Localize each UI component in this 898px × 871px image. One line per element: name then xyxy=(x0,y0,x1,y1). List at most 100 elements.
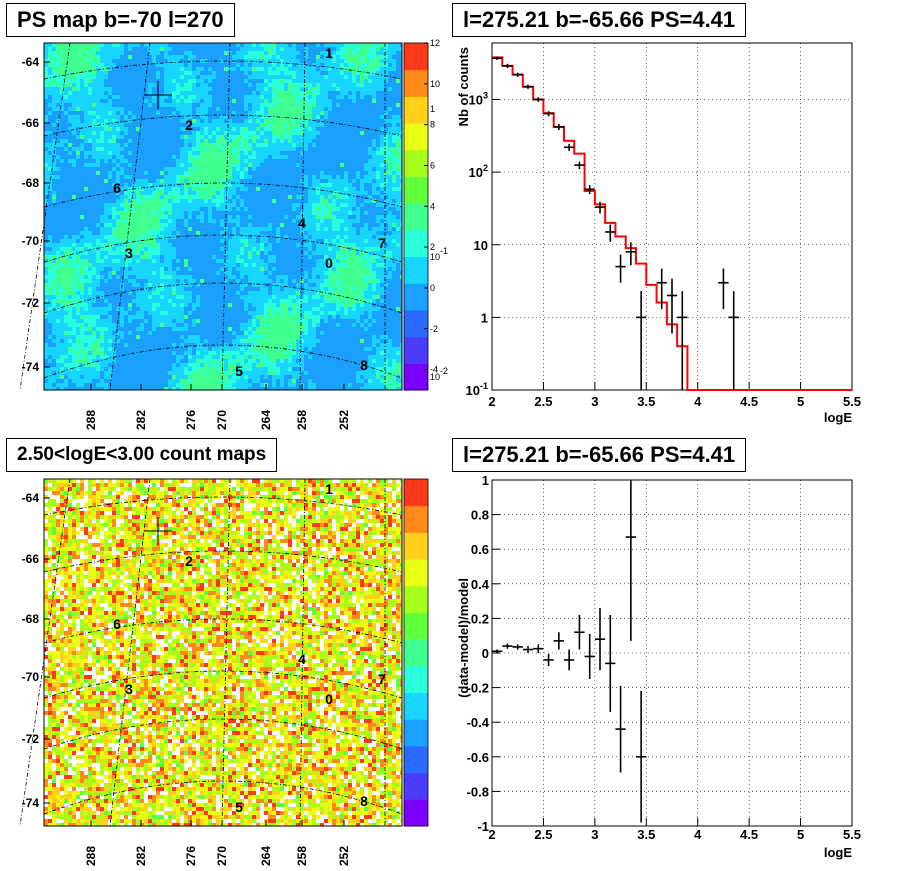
color-bar-segment xyxy=(404,772,428,800)
y-tick-label: 0.2 xyxy=(471,611,489,626)
y-tick-label: -70 xyxy=(22,234,40,248)
data-point xyxy=(512,72,523,77)
y-tick-label: 0.8 xyxy=(471,508,489,523)
spectrum-frame xyxy=(491,42,853,391)
color-bar-tick-label: 8 xyxy=(430,120,435,130)
y-axis-label: (data-model)/model xyxy=(456,578,471,698)
y-tick-label: 0 xyxy=(482,646,489,661)
color-bar-segment xyxy=(404,665,428,694)
map2-title: 2.50<logE<3.00 count maps xyxy=(6,438,278,472)
x-tick-label: 270 xyxy=(215,410,229,430)
map-frame xyxy=(43,478,403,827)
x-tick-label: 282 xyxy=(134,846,148,866)
data-point xyxy=(718,268,729,310)
y-tick-label: -72 xyxy=(22,296,40,310)
data-point xyxy=(574,161,585,170)
x-tick-label: 5 xyxy=(797,394,804,409)
x-tick-label: 276 xyxy=(184,846,198,866)
residual-point xyxy=(605,614,616,712)
color-bar-segment xyxy=(404,505,428,533)
color-bar-segment xyxy=(404,532,428,560)
residual-point xyxy=(512,644,523,650)
source-label-0: 0 xyxy=(325,255,333,271)
color-bar-segment xyxy=(404,639,428,667)
y-tick-label: 10-1 xyxy=(466,381,488,398)
y-tick-label: -70 xyxy=(22,670,40,684)
x-tick-label: 270 xyxy=(215,846,229,866)
color-bar-segment xyxy=(404,283,428,311)
source-label-2: 2 xyxy=(185,117,193,133)
data-point xyxy=(533,97,544,102)
spectrum-panel: 2 2.5 3 3.5 4 4.5 5 5.5 10-1 1 10 102 103 logE Nb of c… xyxy=(456,42,861,425)
y-tick-label: -0.8 xyxy=(467,784,489,799)
residual-point xyxy=(636,691,647,823)
source-label-8: 8 xyxy=(360,793,368,809)
x-tick-label: 2.5 xyxy=(534,827,552,842)
source-label-5: 5 xyxy=(235,799,243,815)
parallel-line xyxy=(43,114,403,137)
source-label-4: 4 xyxy=(298,215,306,231)
data-point xyxy=(636,291,647,390)
color-bar-tick-label: 0 xyxy=(430,283,435,293)
map1-title: PS map b=-70 l=270 xyxy=(6,3,235,37)
meridian-line xyxy=(299,478,306,827)
color-bar-segment xyxy=(404,559,428,587)
residual-panel: 2 2.5 3 3.5 4 4.5 5 5.5 1 0.8 0.6 0.4 0.2 0 -0.2 -0.4 -0… xyxy=(456,473,861,860)
residual-point xyxy=(543,653,554,666)
parallel-line xyxy=(43,182,403,208)
color-bar-segment xyxy=(404,585,428,613)
color-bar-segment xyxy=(404,309,428,338)
x-tick-label: 264 xyxy=(259,410,273,430)
y-tick-label: -68 xyxy=(22,176,40,190)
residual-point xyxy=(502,643,513,649)
residual-point xyxy=(553,632,564,650)
x-tick-label: 276 xyxy=(184,410,198,430)
data-point xyxy=(492,56,503,60)
color-bar-tick-label: -2 xyxy=(430,324,438,334)
y-tick-label: -68 xyxy=(22,612,40,626)
parallel-line xyxy=(43,60,403,80)
y-axis-label: Nb of counts xyxy=(456,47,471,126)
x-axis-label: logE xyxy=(824,410,852,425)
data-point xyxy=(522,84,534,89)
parallel-line xyxy=(43,344,403,379)
x-tick-label: 3.5 xyxy=(637,827,655,842)
color-bar-tick-label: 4 xyxy=(430,201,435,211)
x-tick-label: 252 xyxy=(337,410,351,430)
color-bar-segment xyxy=(404,612,428,640)
color-bar-segment xyxy=(404,43,428,71)
spectrum-title: l=275.21 b=-65.66 PS=4.41 xyxy=(452,3,747,37)
y-tick-label: -66 xyxy=(22,116,40,130)
x-axis-label: logE xyxy=(824,845,852,860)
y-tick-label: -0.4 xyxy=(467,715,490,730)
y-tick-label: 0.4 xyxy=(471,577,490,592)
color-bar: 110-110-2 xyxy=(403,104,448,827)
residual-point xyxy=(522,646,534,653)
x-tick-label: 288 xyxy=(84,410,98,430)
residual-point xyxy=(492,649,503,653)
source-label-0: 0 xyxy=(325,691,333,707)
y-tick-label: -0.6 xyxy=(467,750,489,765)
data-point xyxy=(543,111,554,117)
x-tick-label: 4.5 xyxy=(740,827,758,842)
source-label-3: 3 xyxy=(125,681,133,697)
x-tick-label: 264 xyxy=(259,846,273,866)
x-tick-label: 5.5 xyxy=(843,827,861,842)
color-bar-segment xyxy=(404,719,428,747)
data-point xyxy=(656,268,667,310)
meridian-line xyxy=(109,42,151,391)
data-point xyxy=(502,63,513,69)
color-bar-frame xyxy=(403,478,429,827)
color-bar-tick-label: 2 xyxy=(430,242,435,252)
y-tick-label: 103 xyxy=(469,91,488,108)
color-bar-segment xyxy=(404,203,428,231)
meridian-line xyxy=(221,478,231,827)
source-label-5: 5 xyxy=(235,363,243,379)
residual-point xyxy=(625,480,636,641)
residual-point xyxy=(594,608,606,671)
color-bar-segment xyxy=(404,69,428,97)
source-label-8: 8 xyxy=(360,357,368,373)
residual-point xyxy=(564,649,575,671)
